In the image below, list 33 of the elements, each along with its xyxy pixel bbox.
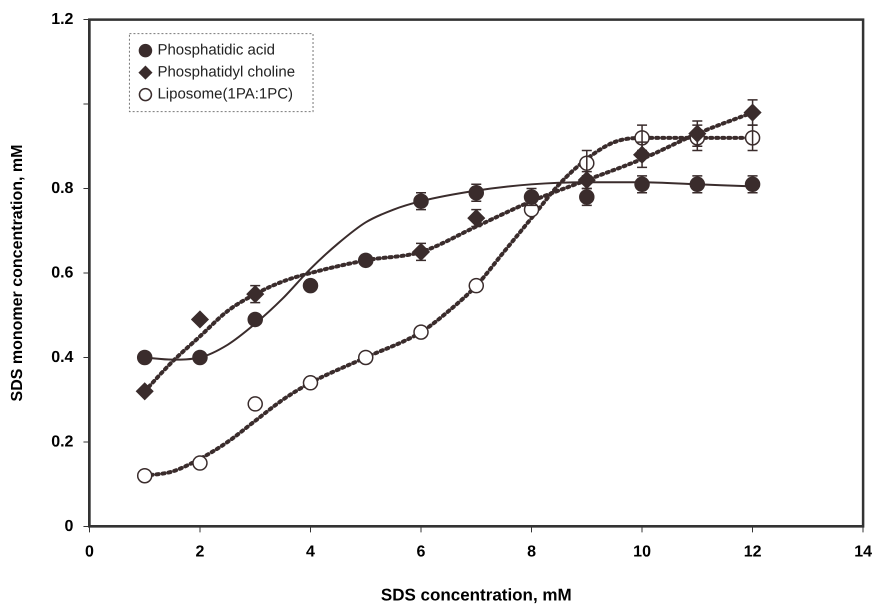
y-tick-label: 0.4 xyxy=(51,348,74,366)
x-tick-label: 10 xyxy=(633,543,652,560)
point xyxy=(191,310,209,328)
x-tick-label: 4 xyxy=(306,543,316,560)
y-tick-label: 1.2 xyxy=(51,11,74,28)
x-tick-label: 12 xyxy=(744,543,762,560)
point xyxy=(468,278,484,294)
point xyxy=(192,350,208,366)
y-tick-label: 0.2 xyxy=(51,433,74,450)
point xyxy=(413,324,429,340)
point xyxy=(358,350,374,366)
x-tick-label: 14 xyxy=(854,543,872,560)
legend-label: Liposome(1PA:1PC) xyxy=(157,86,294,103)
x-tick-label: 0 xyxy=(84,543,94,560)
point xyxy=(192,455,208,471)
x-tick-label: 2 xyxy=(196,543,205,560)
x-tick-label: 8 xyxy=(527,543,536,560)
point xyxy=(247,396,263,412)
point xyxy=(358,252,374,268)
x-axis-title: SDS concentration, mM xyxy=(380,585,572,604)
y-tick-label: 0 xyxy=(64,518,74,535)
y-axis-title: SDS monomer concentration, mM xyxy=(9,144,26,402)
point xyxy=(302,278,318,294)
point xyxy=(136,468,152,484)
point xyxy=(247,312,263,328)
point xyxy=(136,350,152,366)
point xyxy=(136,382,154,400)
point xyxy=(302,375,318,391)
y-tick-label: 0.8 xyxy=(51,180,74,197)
x-tick-label: 6 xyxy=(416,543,426,560)
legend-label: Phosphatidyl choline xyxy=(157,64,296,81)
legend-label: Phosphatidic acid xyxy=(157,42,276,59)
y-tick-label: 0.6 xyxy=(51,264,74,282)
